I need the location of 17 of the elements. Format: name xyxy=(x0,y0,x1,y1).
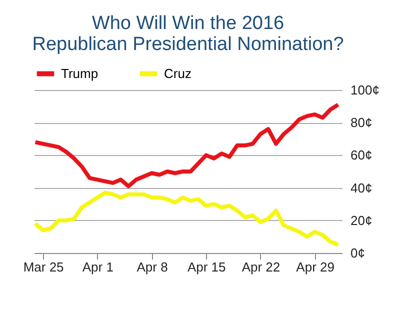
y-tick-label: 100¢ xyxy=(350,82,380,98)
x-tick-label: Mar 25 xyxy=(23,260,64,274)
x-tick-label: Apr 8 xyxy=(136,260,168,274)
y-tick-label: 0¢ xyxy=(350,246,365,260)
y-tick-label: 20¢ xyxy=(350,212,372,228)
x-tick-label: Apr 15 xyxy=(187,260,226,274)
line-series xyxy=(34,190,340,247)
line-series xyxy=(34,102,340,188)
y-tick-label: 60¢ xyxy=(350,148,372,163)
x-tick-label: Apr 1 xyxy=(82,260,114,274)
y-tick-label: 80¢ xyxy=(350,115,372,130)
x-tick-label: Apr 29 xyxy=(296,260,334,274)
x-tick-label: Apr 22 xyxy=(242,260,280,274)
legend-label: Trump xyxy=(61,66,98,81)
y-tick-label: 40¢ xyxy=(350,180,372,196)
legend-label: Cruz xyxy=(164,66,192,81)
chart-title: Who Will Win the 2016 Republican Presidential Nomination? xyxy=(32,13,344,55)
